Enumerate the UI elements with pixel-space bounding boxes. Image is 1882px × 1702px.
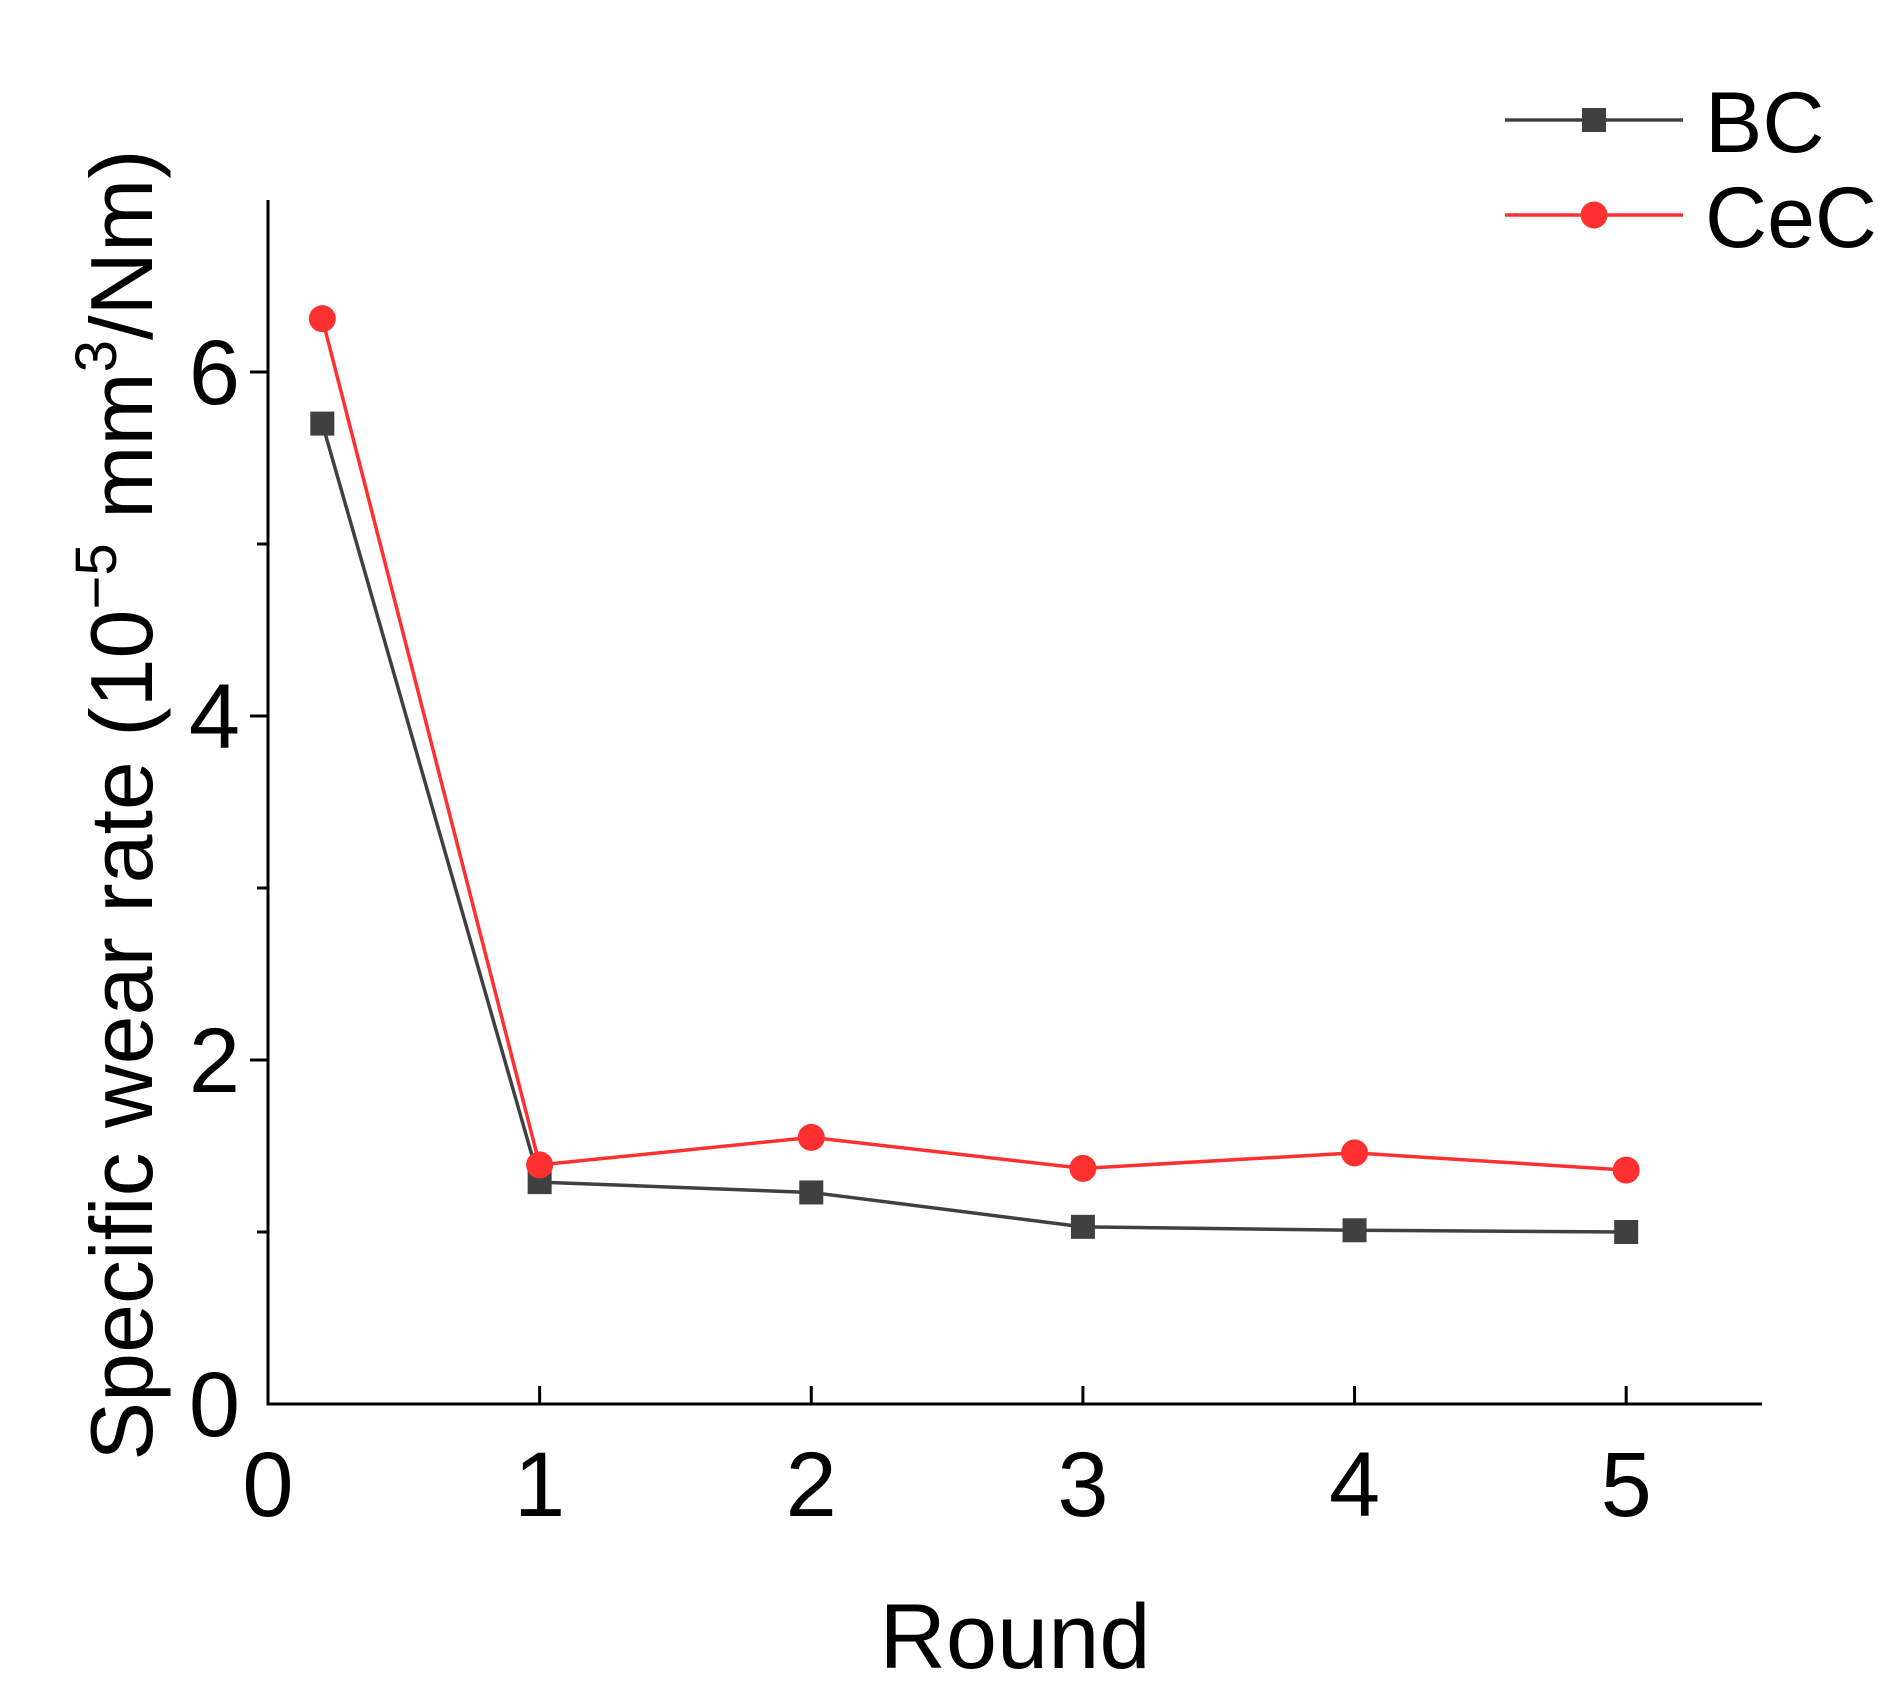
y-tick-label-0: 0: [189, 1354, 240, 1456]
x-tick-label-4: 4: [1329, 1434, 1380, 1536]
y-tick-label-4: 4: [189, 666, 240, 768]
y-axis-label: Specific wear rate (10−5 mm3/Nm): [64, 149, 171, 1460]
y-axis-label-exponent-1: −5: [64, 543, 129, 609]
legend-label-bc: BC: [1705, 75, 1824, 171]
point-cec-2: [797, 1123, 825, 1151]
legend-item-cec: CeC: [1505, 170, 1877, 266]
x-tick-label-5: 5: [1601, 1434, 1652, 1536]
point-cec-5: [1612, 1156, 1640, 1184]
legend-item-bc: BC: [1505, 75, 1824, 171]
point-cec-3: [1069, 1154, 1097, 1182]
y-axis-label-end: /Nm): [72, 149, 171, 340]
x-axis-label: Round: [879, 1586, 1150, 1688]
x-ticks: 0 1 2 3 4 5: [242, 1386, 1652, 1536]
series-line-cec: [320, 318, 1627, 1172]
legend-marker-cec: [1580, 201, 1608, 229]
legend-label-cec: CeC: [1705, 170, 1877, 266]
point-cec-4: [1341, 1139, 1369, 1167]
x-tick-label-3: 3: [1057, 1434, 1108, 1536]
series-layer: [308, 305, 1640, 1244]
y-axis-label-exponent-2: 3: [64, 340, 129, 372]
point-bc-4: [1342, 1218, 1367, 1243]
series-cec: [308, 305, 1640, 1184]
y-axis-label-mid: mm: [72, 372, 171, 543]
y-ticks: 0 2 4 6: [189, 322, 268, 1456]
series-line-bc: [320, 423, 1627, 1234]
point-bc-0: [310, 411, 335, 436]
point-bc-2: [799, 1180, 824, 1205]
point-cec-0: [308, 305, 336, 333]
y-tick-label-6: 6: [189, 322, 240, 424]
point-bc-5: [1614, 1220, 1639, 1244]
y-tick-label-2: 2: [189, 1010, 240, 1112]
x-tick-label-1: 1: [514, 1434, 565, 1536]
legend-marker-bc: [1582, 108, 1606, 132]
point-cec-1: [526, 1151, 554, 1179]
series-bc: [310, 411, 1639, 1244]
y-axis-label-main: Specific wear rate (10: [72, 610, 171, 1461]
x-tick-label-2: 2: [786, 1434, 837, 1536]
point-bc-3: [1070, 1214, 1095, 1239]
axes: 0 1 2 3 4 5 0 2 4 6: [189, 200, 1762, 1536]
x-tick-label-0: 0: [242, 1434, 293, 1536]
